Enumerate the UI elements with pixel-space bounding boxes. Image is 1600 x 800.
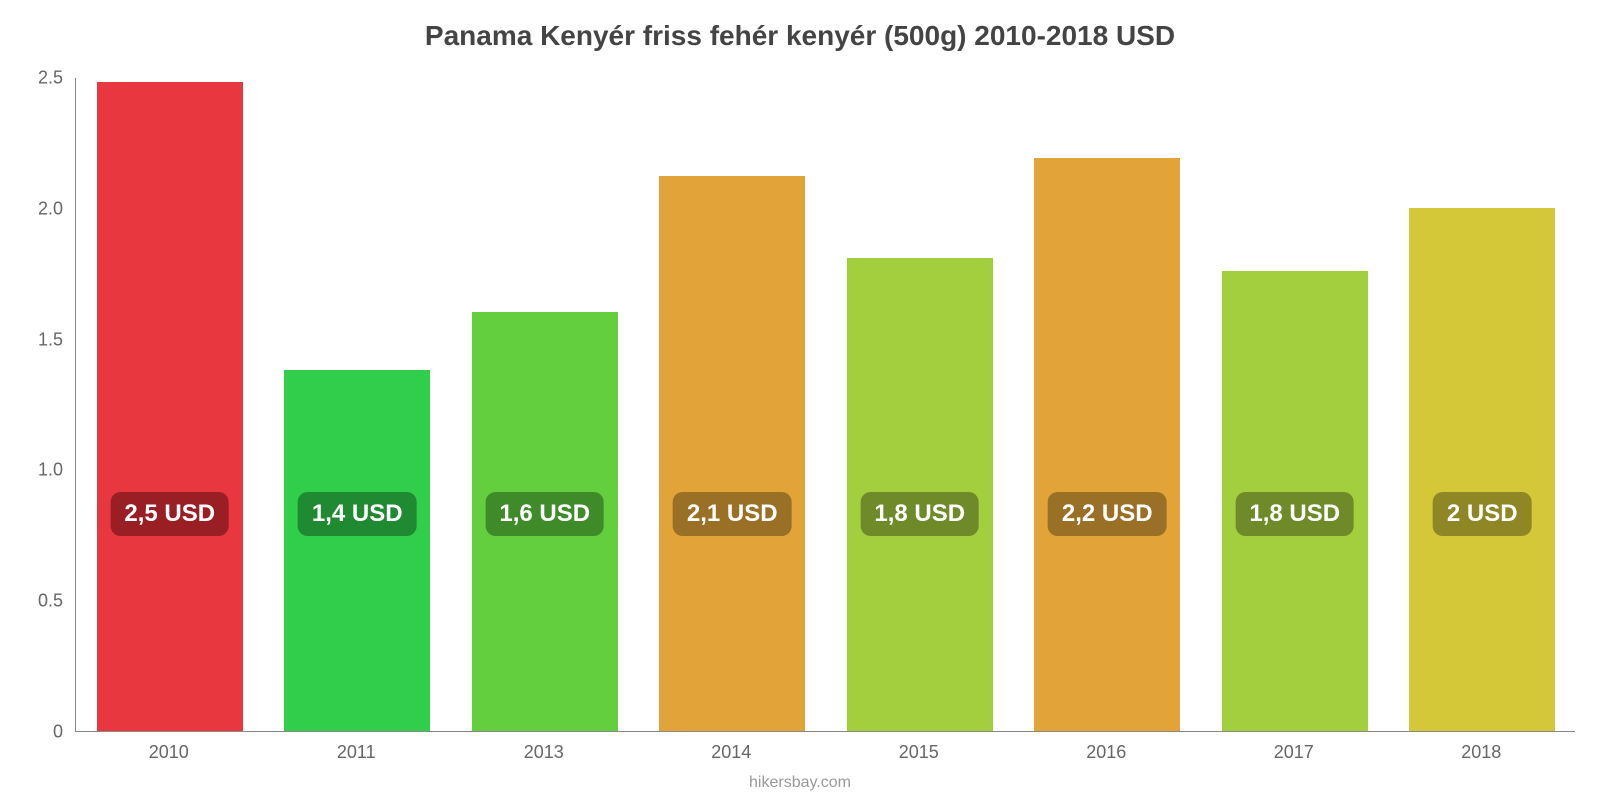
- bar: [97, 82, 243, 731]
- y-tick-label: 2.0: [13, 198, 63, 219]
- bar-value-label: 1,8 USD: [1235, 492, 1354, 536]
- chart-container: Panama Kenyér friss fehér kenyér (500g) …: [0, 0, 1600, 800]
- bar: [1034, 158, 1180, 731]
- x-tick-label: 2017: [1274, 742, 1314, 763]
- x-tick-label: 2011: [337, 742, 376, 763]
- bar-value-label: 2,2 USD: [1048, 492, 1167, 536]
- chart-title: Panama Kenyér friss fehér kenyér (500g) …: [0, 20, 1600, 52]
- chart-footer: hikersbay.com: [0, 774, 1600, 792]
- bar-value-label: 2,1 USD: [673, 492, 792, 536]
- bar-value-label: 1,6 USD: [485, 492, 604, 536]
- y-tick-label: 1.0: [13, 460, 63, 481]
- y-tick-label: 0.5: [13, 591, 63, 612]
- x-tick-label: 2016: [1086, 742, 1126, 763]
- x-tick-label: 2014: [711, 742, 751, 763]
- bar-value-label: 1,8 USD: [860, 492, 979, 536]
- x-tick-label: 2013: [524, 742, 564, 763]
- bar-value-label: 2 USD: [1433, 492, 1532, 536]
- bar: [1409, 208, 1555, 731]
- bar: [659, 176, 805, 731]
- plot-area: 2,5 USD 1,4 USD 1,6 USD 2,1 USD 1,8 USD 2,2 U…: [75, 78, 1575, 732]
- bar-value-label: 1,4 USD: [298, 492, 417, 536]
- y-tick-label: 0: [13, 722, 63, 743]
- x-tick-label: 2010: [149, 742, 189, 763]
- x-tick-label: 2015: [899, 742, 939, 763]
- bar: [284, 370, 430, 731]
- y-tick-label: 2.5: [13, 68, 63, 89]
- y-tick-label: 1.5: [13, 329, 63, 350]
- x-tick-label: 2018: [1461, 742, 1501, 763]
- bar-value-label: 2,5 USD: [110, 492, 229, 536]
